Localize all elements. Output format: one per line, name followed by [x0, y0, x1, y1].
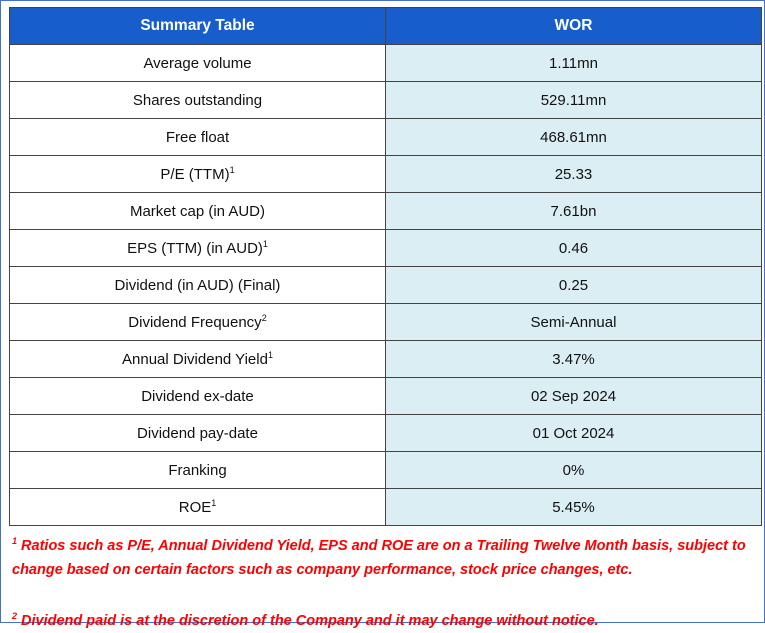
summary-table: Summary Table WOR Average volume 1.11mn Sh… — [9, 7, 762, 526]
row-label: Dividend (in AUD) (Final) — [9, 266, 386, 304]
row-label: Annual Dividend Yield1 — [9, 340, 386, 378]
row-label: Free float — [9, 118, 386, 156]
row-label: Market cap (in AUD) — [9, 192, 386, 230]
footnote-mark: 1 — [12, 536, 18, 546]
footnote-text: Ratios such as P/E, Annual Dividend Yiel… — [12, 537, 746, 578]
row-label-text: ROE — [178, 499, 212, 516]
row-label: Dividend pay-date — [9, 414, 386, 452]
footnote-1: 1 Ratios such as P/E, Annual Dividend Yi… — [12, 529, 762, 582]
row-label-text: EPS (TTM) (in AUD) — [127, 240, 263, 257]
row-label-text: Franking — [168, 461, 227, 479]
footnote-mark: 2 — [12, 610, 18, 621]
row-label-text: Market cap (in AUD) — [129, 202, 266, 220]
table-row: Dividend (in AUD) (Final) 0.25 — [9, 266, 762, 304]
table-row: ROE1 5.45% — [9, 488, 762, 526]
row-label-text: Dividend ex-date — [141, 387, 254, 405]
row-value: 5.45% — [385, 488, 762, 526]
row-value: 3.47% — [385, 340, 762, 378]
table-row: Free float 468.61mn — [9, 118, 762, 156]
row-value: Semi-Annual — [385, 303, 762, 341]
table-row: Shares outstanding 529.11mn — [9, 81, 762, 119]
table-row: Dividend ex-date 02 Sep 2024 — [9, 377, 762, 415]
row-label-text: Average volume — [143, 54, 252, 72]
footnote-ref: 1 — [211, 498, 217, 508]
row-label: Average volume — [9, 44, 386, 82]
row-value: 468.61mn — [385, 118, 762, 156]
table-row: P/E (TTM)1 25.33 — [9, 155, 762, 193]
footnote-text: Dividend paid is at the discretion of th… — [21, 612, 599, 629]
table-row: Dividend pay-date 01 Oct 2024 — [9, 414, 762, 452]
row-label: Dividend ex-date — [9, 377, 386, 415]
row-value: 25.33 — [385, 155, 762, 193]
footnote-2: 2 Dividend paid is at the discretion of … — [12, 604, 762, 633]
row-label: EPS (TTM) (in AUD)1 — [9, 229, 386, 267]
row-value: 02 Sep 2024 — [385, 377, 762, 415]
row-label-text: Dividend Frequency — [128, 314, 262, 331]
footnote-ref: 1 — [267, 350, 273, 360]
row-label: Dividend Frequency2 — [9, 303, 386, 341]
table-row: Average volume 1.11mn — [9, 44, 762, 82]
row-label-text: Annual Dividend Yield — [122, 351, 268, 368]
row-value: 0% — [385, 451, 762, 489]
footnote-ref: 1 — [262, 239, 268, 249]
table-row: Dividend Frequency2 Semi-Annual — [9, 303, 762, 341]
row-value: 0.46 — [385, 229, 762, 267]
row-label: ROE1 — [9, 488, 386, 526]
header-row: Summary Table WOR — [9, 7, 762, 45]
table-row: Market cap (in AUD) 7.61bn — [9, 192, 762, 230]
row-value: 01 Oct 2024 — [385, 414, 762, 452]
header-label: Summary Table — [9, 7, 386, 45]
row-label-text: Dividend (in AUD) (Final) — [114, 276, 281, 294]
row-label: P/E (TTM)1 — [9, 155, 386, 193]
row-label-text: P/E (TTM) — [160, 166, 230, 183]
row-label: Franking — [9, 451, 386, 489]
footnote-ref: 1 — [229, 165, 235, 175]
footnote-ref: 2 — [261, 313, 267, 323]
table-row: EPS (TTM) (in AUD)1 0.46 — [9, 229, 762, 267]
table-row: Franking 0% — [9, 451, 762, 489]
header-ticker: WOR — [385, 7, 762, 45]
row-value: 0.25 — [385, 266, 762, 304]
row-value: 1.11mn — [385, 44, 762, 82]
row-label: Shares outstanding — [9, 81, 386, 119]
row-label-text: Shares outstanding — [132, 91, 263, 109]
footnotes: 1 Ratios such as P/E, Annual Dividend Yi… — [12, 529, 762, 633]
row-label-text: Free float — [165, 128, 230, 146]
table-row: Annual Dividend Yield1 3.47% — [9, 340, 762, 378]
row-value: 7.61bn — [385, 192, 762, 230]
row-label-text: Dividend pay-date — [137, 424, 258, 442]
row-value: 529.11mn — [385, 81, 762, 119]
